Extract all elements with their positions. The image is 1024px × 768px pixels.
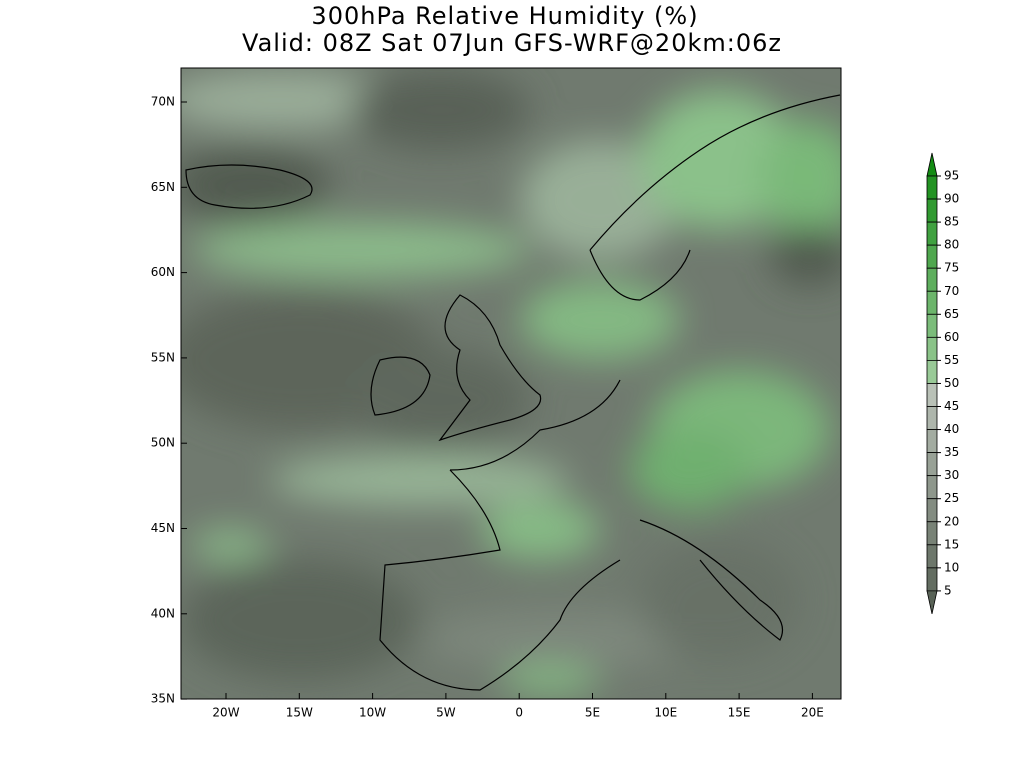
- colorbar-arrow-bottom: [926, 590, 938, 614]
- colorbar-segment: [926, 359, 938, 384]
- colorbar-segment: [926, 175, 938, 200]
- humidity-field: [181, 68, 841, 699]
- map-frame: [180, 67, 842, 700]
- lon-label: 0: [515, 706, 523, 720]
- colorbar-arrow-top: [926, 152, 938, 177]
- lon-label: 20E: [801, 706, 824, 720]
- lon-label: 15W: [286, 706, 313, 720]
- colorbar-label: 5: [944, 583, 952, 597]
- colorbar-label: 45: [944, 399, 959, 413]
- lon-label: 20W: [212, 706, 239, 720]
- lat-label: 60N: [151, 265, 175, 279]
- lat-label: 70N: [151, 95, 175, 109]
- colorbar-label: 55: [944, 353, 959, 367]
- colorbar-segment: [926, 221, 938, 246]
- colorbar-segment: [926, 313, 938, 338]
- colorbar-label: 35: [944, 445, 959, 459]
- colorbar-label: 95: [944, 169, 959, 183]
- colorbar-label: 50: [944, 376, 959, 390]
- lon-label: 5W: [436, 706, 456, 720]
- colorbar-label: 80: [944, 238, 959, 252]
- lon-label: 5E: [585, 706, 600, 720]
- colorbar-segment: [926, 452, 938, 477]
- colorbar-label: 60: [944, 330, 959, 344]
- lat-label: 65N: [151, 180, 175, 194]
- colorbar-segment: [926, 567, 938, 592]
- colorbar-segment: [926, 498, 938, 523]
- lon-label: 10W: [359, 706, 386, 720]
- colorbar-label: 70: [944, 284, 959, 298]
- lat-label: 55N: [151, 350, 175, 364]
- colorbar-label: 20: [944, 514, 959, 528]
- colorbar-label: 15: [944, 537, 959, 551]
- colorbar-segment: [926, 290, 938, 315]
- lon-label: 15E: [728, 706, 751, 720]
- colorbar-segment: [926, 475, 938, 500]
- colorbar-label: 65: [944, 307, 959, 321]
- colorbar-label: 25: [944, 491, 959, 505]
- lat-label: 35N: [151, 692, 175, 706]
- axes: 70N 65N 60N 55N 50N 45N 40N 35N 20W 15W 10W 5W 0 5E 10…: [151, 95, 824, 720]
- lat-label: 40N: [151, 606, 175, 620]
- colorbar: 95 90 85 80 75 70 65 60 55 50 45 40 35 30 25 20 15 10 5: [926, 152, 959, 614]
- lat-label: 50N: [151, 436, 175, 450]
- lat-label: 45N: [151, 521, 175, 535]
- subtitle: Valid: 08Z Sat 07Jun GFS-WRF@20km:06z: [242, 29, 782, 57]
- colorbar-label: 90: [944, 192, 959, 206]
- colorbar-segment: [926, 383, 938, 407]
- colorbar-segment: [926, 198, 938, 223]
- colorbar-segment: [926, 267, 938, 292]
- colorbar-label: 10: [944, 560, 959, 574]
- colorbar-segment: [926, 406, 938, 430]
- colorbar-label: 75: [944, 261, 959, 275]
- colorbar-segment: [926, 521, 938, 546]
- lon-label: 10E: [654, 706, 677, 720]
- colorbar-label: 85: [944, 215, 959, 229]
- title: 300hPa Relative Humidity (%): [311, 2, 698, 30]
- colorbar-segment: [926, 429, 938, 453]
- colorbar-label: 30: [944, 468, 959, 482]
- colorbar-segment: [926, 544, 938, 569]
- colorbar-label: 40: [944, 422, 959, 436]
- colorbar-segment: [926, 244, 938, 269]
- colorbar-segment: [926, 336, 938, 361]
